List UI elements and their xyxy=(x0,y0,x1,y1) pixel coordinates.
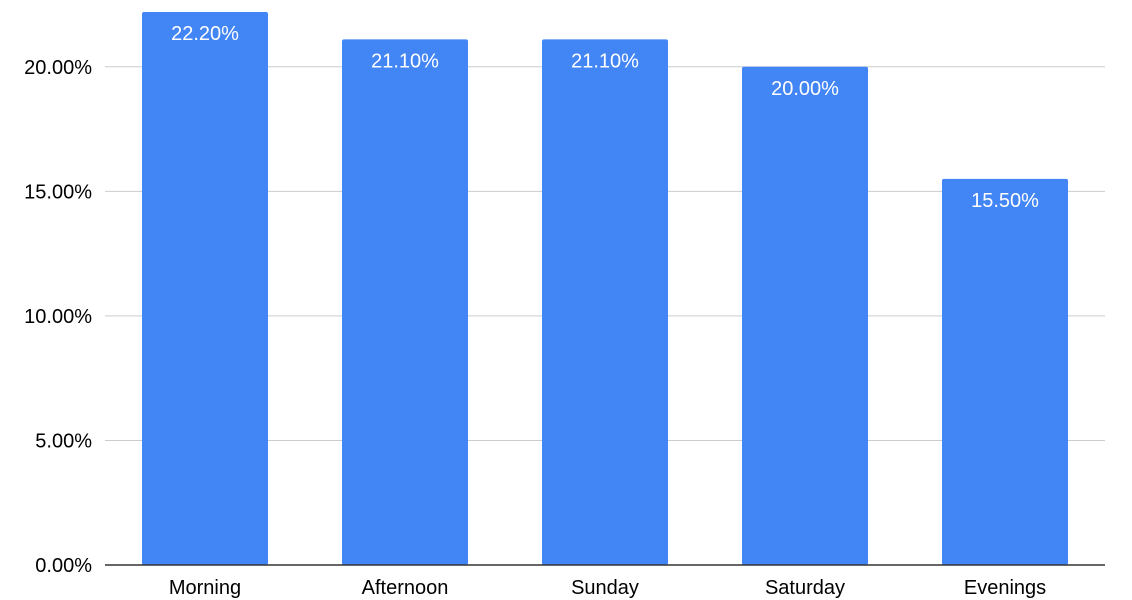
data-label: 22.20% xyxy=(171,23,239,45)
bar-sunday xyxy=(542,39,668,566)
bars xyxy=(142,12,1068,566)
bar-morning xyxy=(142,12,268,565)
x-tick-label: Evenings xyxy=(964,577,1046,599)
bar-saturday xyxy=(742,66,868,565)
y-tick-label: 10.00% xyxy=(24,306,92,328)
y-tick-label: 5.00% xyxy=(35,430,92,452)
data-label: 21.10% xyxy=(371,50,439,72)
y-axis-tick-labels: 0.00% 5.00% 10.00% 15.00% 20.00% xyxy=(24,57,92,577)
bar-evenings xyxy=(942,178,1068,565)
x-axis-tick-labels: Morning Afternoon Sunday Saturday Evenings xyxy=(169,577,1046,599)
data-label: 20.00% xyxy=(771,78,839,100)
y-tick-label: 0.00% xyxy=(35,555,92,577)
y-tick-label: 20.00% xyxy=(24,57,92,79)
x-tick-label: Morning xyxy=(169,577,241,599)
x-tick-label: Afternoon xyxy=(362,577,449,599)
data-labels: 22.20% 21.10% 21.10% 20.00% 15.50% xyxy=(171,23,1039,212)
y-tick-label: 15.00% xyxy=(24,181,92,203)
bar-afternoon xyxy=(342,39,468,566)
x-tick-label: Sunday xyxy=(571,577,639,599)
data-label: 21.10% xyxy=(571,50,639,72)
data-label: 15.50% xyxy=(971,190,1039,212)
x-tick-label: Saturday xyxy=(765,577,845,599)
